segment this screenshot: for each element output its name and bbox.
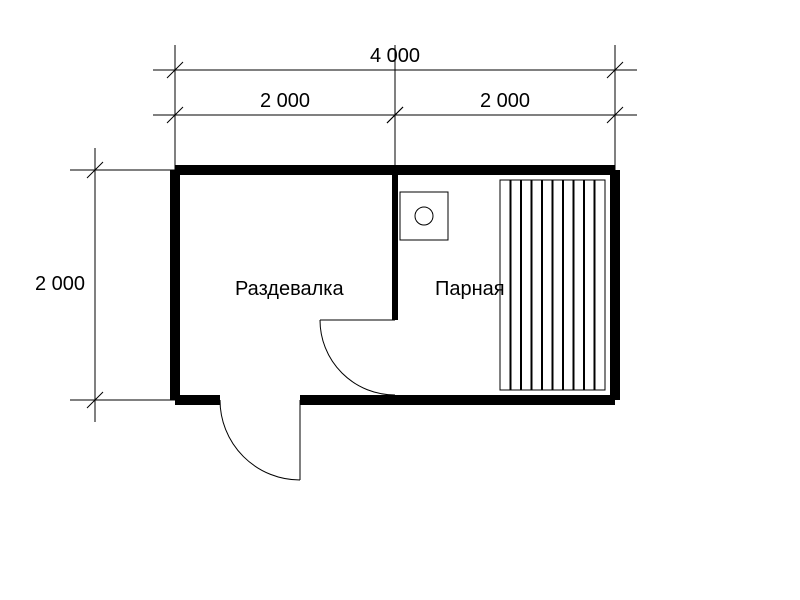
dimension-label: 2 000 [480, 90, 530, 112]
room-label-right: Парная [435, 278, 505, 300]
dimension-label: 2 000 [35, 273, 85, 295]
floor-plan-svg: 4 0002 0002 0002 000РаздевалкаПарная [0, 0, 800, 600]
dimension-label: 2 000 [260, 90, 310, 112]
room-label-left: Раздевалка [235, 278, 344, 300]
